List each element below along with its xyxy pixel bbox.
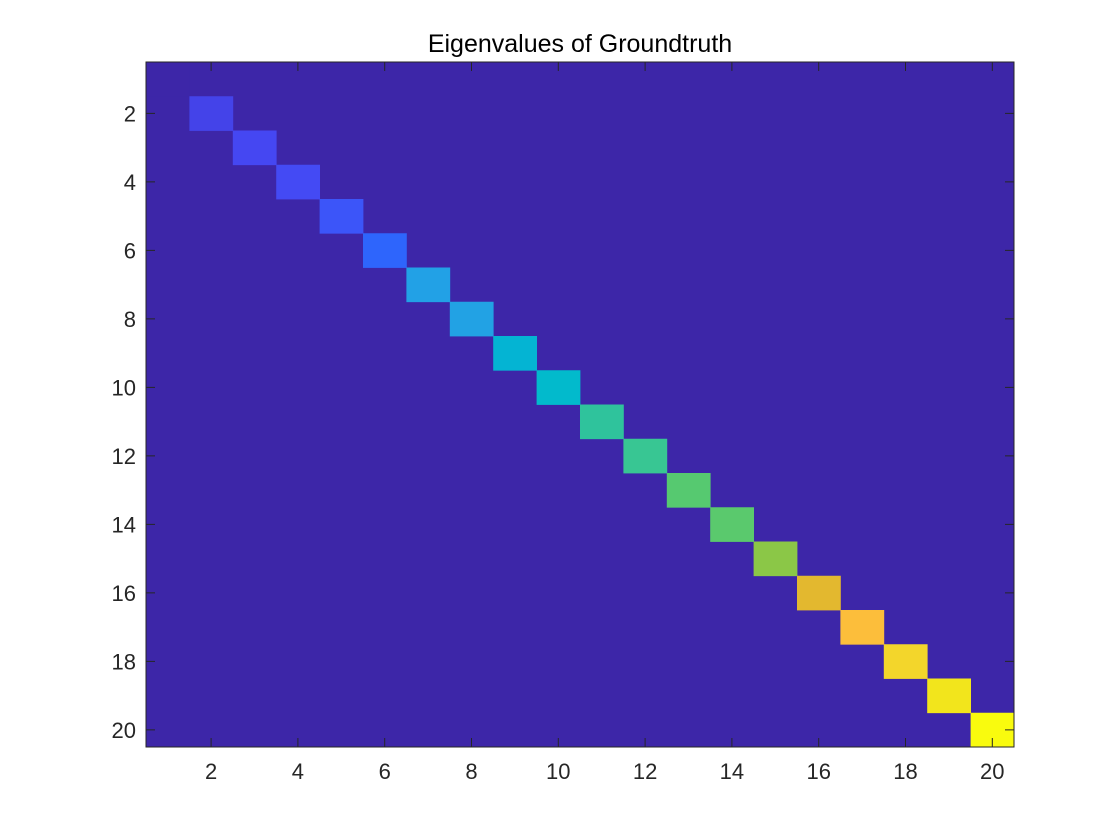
x-axis-tick-labels: 2 4 6 8 10 12 14 16 18 20 xyxy=(205,759,1005,784)
x-tick-label: 12 xyxy=(633,759,657,784)
x-tick-label: 4 xyxy=(292,759,304,784)
y-tick-label: 8 xyxy=(124,307,136,332)
diagonal-cells xyxy=(146,62,1015,748)
heatmap-cell-3 xyxy=(232,130,277,166)
heatmap-cell-16 xyxy=(797,575,841,611)
axis-ticks xyxy=(146,62,1014,747)
axes-frame xyxy=(145,61,1015,748)
heatmap-cell-18 xyxy=(883,644,928,679)
heatmap-cell-1 xyxy=(146,62,190,97)
x-tick-label: 8 xyxy=(465,759,477,784)
heatmap-cell-13 xyxy=(666,473,711,508)
x-tick-label: 14 xyxy=(720,759,744,784)
y-tick-label: 16 xyxy=(112,581,136,606)
heatmap-cell-2 xyxy=(189,96,234,131)
heatmap-cell-19 xyxy=(927,678,971,714)
heatmap-cell-7 xyxy=(406,267,451,303)
heatmap-cell-17 xyxy=(840,610,885,645)
y-tick-label: 12 xyxy=(112,444,136,469)
x-tick-label: 2 xyxy=(205,759,217,784)
heatmap-cell-14 xyxy=(710,507,754,542)
heatmap-cell-9 xyxy=(493,336,537,371)
y-tick-label: 14 xyxy=(112,512,136,537)
heatmap-cell-11 xyxy=(580,404,624,440)
x-tick-label: 10 xyxy=(546,759,570,784)
heatmap-cell-6 xyxy=(363,233,407,268)
y-tick-label: 6 xyxy=(124,238,136,263)
x-tick-label: 18 xyxy=(893,759,917,784)
x-tick-label: 6 xyxy=(379,759,391,784)
heatmap-cell-15 xyxy=(753,541,798,577)
heatmap-cell-12 xyxy=(623,438,668,474)
y-tick-label: 20 xyxy=(112,718,136,743)
y-tick-label: 18 xyxy=(112,649,136,674)
heatmap-cell-5 xyxy=(319,199,364,234)
y-tick-label: 4 xyxy=(124,170,136,195)
x-tick-label: 20 xyxy=(980,759,1004,784)
chart-title: Eigenvalues of Groundtruth xyxy=(428,30,732,58)
y-axis-tick-labels: 2 4 6 8 10 12 14 16 18 20 xyxy=(112,101,136,743)
plot-area xyxy=(145,61,1015,748)
heatmap-cell-8 xyxy=(449,301,494,337)
y-tick-label: 10 xyxy=(112,375,136,400)
heatmap-cell-10 xyxy=(536,370,581,405)
y-tick-label: 2 xyxy=(124,101,136,126)
x-tick-label: 16 xyxy=(806,759,830,784)
heatmap-cell-4 xyxy=(276,164,320,200)
